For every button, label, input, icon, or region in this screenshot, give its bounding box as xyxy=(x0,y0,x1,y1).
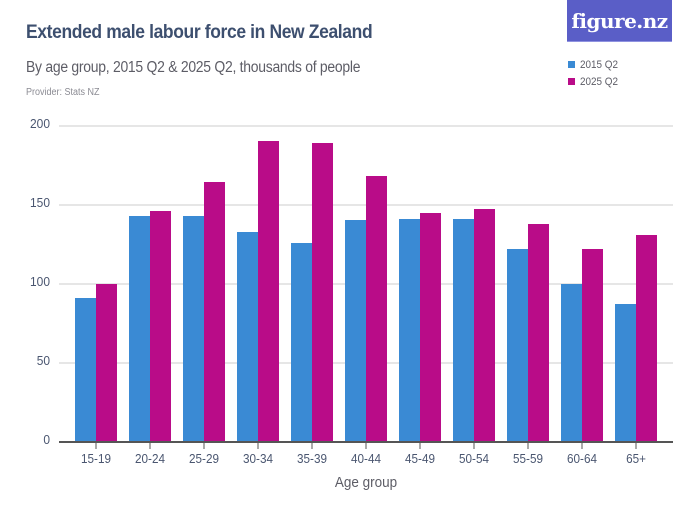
bar-2015-20-24[interactable] xyxy=(129,215,150,442)
x-tick-label: 55-59 xyxy=(513,451,543,466)
figure-nz-logo[interactable]: figure.nz xyxy=(567,0,672,42)
bar-2025-25-29[interactable] xyxy=(204,182,225,442)
chart-title: Extended male labour force in New Zealan… xyxy=(26,22,373,43)
y-tick-label: 50 xyxy=(36,352,50,368)
legend-swatch-2025 xyxy=(568,78,575,85)
x-tick-label: 40-44 xyxy=(351,451,381,466)
bar-2025-35-39[interactable] xyxy=(312,142,333,442)
bar-2025-45-49[interactable] xyxy=(420,212,441,442)
x-tick-label: 15-19 xyxy=(81,451,111,466)
bar-2025-60-64[interactable] xyxy=(582,248,603,442)
x-tick-mark xyxy=(203,442,205,449)
x-tick-mark xyxy=(257,442,259,449)
bar-2025-50-54[interactable] xyxy=(474,209,495,442)
bar-2015-55-59[interactable] xyxy=(507,248,528,442)
legend-item-2015: 2015 Q2 xyxy=(568,56,622,73)
x-tick-label: 45-49 xyxy=(405,451,435,466)
x-tick-mark xyxy=(311,442,313,449)
y-tick-label: 0 xyxy=(43,432,50,447)
x-tick-mark xyxy=(635,442,637,449)
bar-2015-65+[interactable] xyxy=(615,304,636,442)
y-tick-label: 150 xyxy=(30,194,50,210)
x-tick-mark xyxy=(95,442,97,449)
bar-2025-65+[interactable] xyxy=(636,234,657,442)
provider-label: Provider: Stats NZ xyxy=(26,87,100,98)
y-tick-label: 100 xyxy=(30,273,50,289)
x-tick-label: 20-24 xyxy=(135,451,165,466)
legend-swatch-2015 xyxy=(568,61,575,68)
bar-2015-45-49[interactable] xyxy=(399,218,420,442)
bar-2025-20-24[interactable] xyxy=(150,210,171,442)
legend-label-2015: 2015 Q2 xyxy=(580,58,618,71)
legend: 2015 Q2 2025 Q2 xyxy=(568,56,622,90)
x-tick-mark xyxy=(419,442,421,449)
y-tick-label: 200 xyxy=(30,115,50,131)
chart-subtitle: By age group, 2015 Q2 & 2025 Q2, thousan… xyxy=(26,59,361,76)
x-tick-label: 60-64 xyxy=(567,451,597,466)
x-tick-label: 35-39 xyxy=(297,451,327,466)
legend-item-2025: 2025 Q2 xyxy=(568,73,622,90)
bar-2015-40-44[interactable] xyxy=(345,220,366,442)
bar-2025-55-59[interactable] xyxy=(528,223,549,442)
bar-2015-30-34[interactable] xyxy=(237,231,258,442)
bar-2025-30-34[interactable] xyxy=(258,141,279,442)
x-tick-mark xyxy=(473,442,475,449)
bar-2015-35-39[interactable] xyxy=(291,242,312,442)
x-tick-mark xyxy=(365,442,367,449)
x-tick-label: 25-29 xyxy=(189,451,219,466)
bar-2015-50-54[interactable] xyxy=(453,218,474,442)
x-axis-label: Age group xyxy=(334,474,398,491)
x-tick-label: 50-54 xyxy=(459,451,489,466)
legend-label-2025: 2025 Q2 xyxy=(580,75,618,88)
x-tick-mark xyxy=(149,442,151,449)
bar-2015-60-64[interactable] xyxy=(561,283,582,442)
bar-2015-15-19[interactable] xyxy=(75,297,96,442)
bar-2015-25-29[interactable] xyxy=(183,215,204,442)
x-tick-mark xyxy=(581,442,583,449)
x-tick-mark xyxy=(527,442,529,449)
x-axis-line xyxy=(59,441,673,443)
x-tick-label: 65+ xyxy=(626,451,646,466)
bar-2025-40-44[interactable] xyxy=(366,176,387,442)
x-tick-label: 30-34 xyxy=(243,451,273,466)
bar-2025-15-19[interactable] xyxy=(96,283,117,442)
gridline xyxy=(59,124,673,127)
